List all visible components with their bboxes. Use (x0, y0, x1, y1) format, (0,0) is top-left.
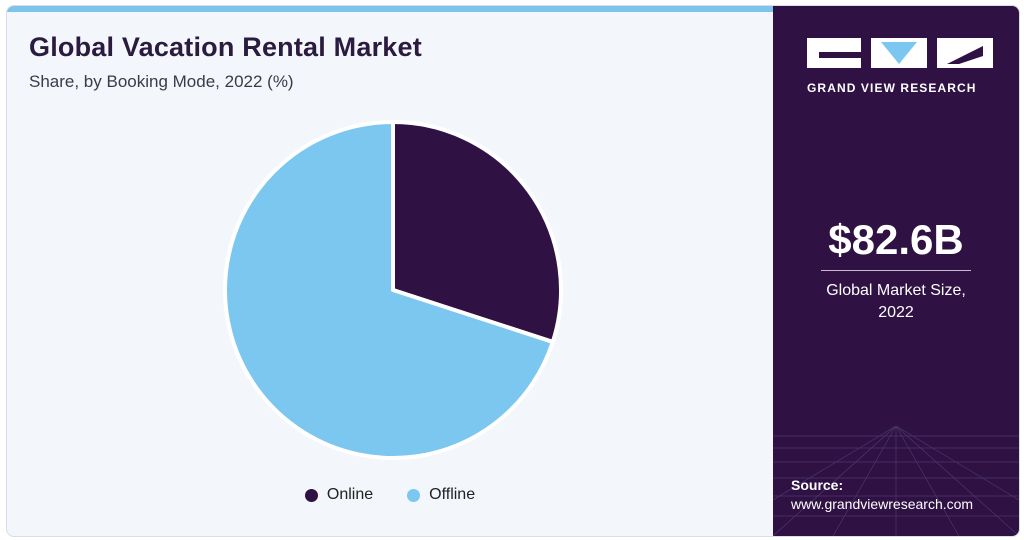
market-size-caption: Global Market Size, 2022 (773, 280, 1019, 324)
pie-slice-online (391, 120, 563, 344)
legend-swatch-offline (407, 488, 421, 502)
info-sidebar: GRAND VIEW RESEARCH $82.6B Global Market… (773, 6, 1019, 536)
accent-bar (7, 6, 773, 12)
pie-slice-offline (223, 120, 555, 460)
caption-line-2: 2022 (878, 304, 914, 321)
pie-chart (223, 120, 563, 460)
caption-line-1: Global Market Size, (826, 282, 966, 299)
source-url[interactable]: www.grandviewresearch.com (791, 496, 974, 512)
logo-mark-icon (807, 38, 993, 68)
chart-panel: Global Vacation Rental Market Share, by … (7, 6, 773, 536)
source-label: Source: (791, 477, 844, 493)
legend-item-online: Online (304, 486, 374, 504)
market-size-value: $82.6B (828, 216, 964, 263)
legend-label-online: Online (326, 486, 374, 503)
legend-label-offline: Offline (429, 486, 476, 503)
source-note: Source: www.grandviewresearch.com (791, 476, 973, 514)
chart-title: Global Vacation Rental Market (29, 32, 422, 62)
value-divider (821, 270, 971, 271)
legend-item-offline: Offline (407, 486, 475, 504)
chart-subtitle: Share, by Booking Mode, 2022 (%) (29, 72, 294, 91)
brand-logo: GRAND VIEW RESEARCH (807, 36, 993, 95)
grid-decoration (773, 426, 1019, 536)
logo-text: GRAND VIEW RESEARCH (807, 81, 977, 95)
infographic-card: Global Vacation Rental Market Share, by … (6, 5, 1020, 537)
legend-swatch-online (304, 488, 318, 502)
chart-legend: Online Offline (7, 486, 773, 504)
